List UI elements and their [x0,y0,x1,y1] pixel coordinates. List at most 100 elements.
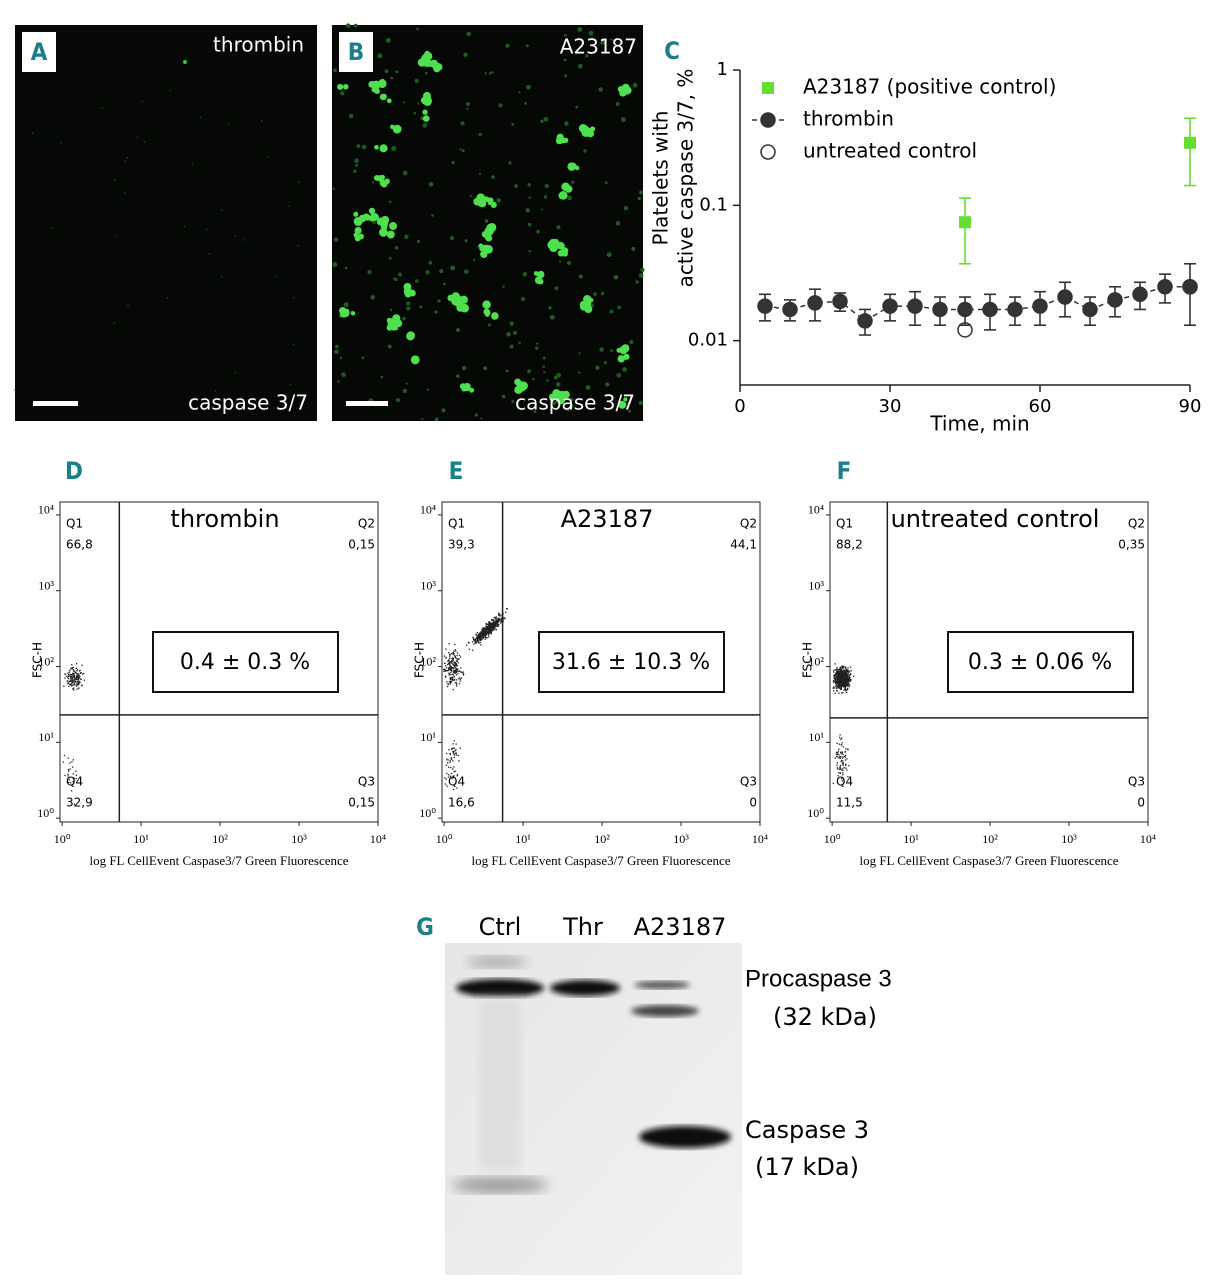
event-dot [445,648,447,650]
speck [60,142,62,144]
speck [543,116,549,122]
speck [370,295,376,300]
event-dot [836,670,838,672]
event-dot [490,630,493,632]
event-dot [840,686,842,689]
event-dot [482,630,484,632]
event-dot [453,670,455,672]
y-tick-label: 10⁰ [37,806,54,820]
event-dot [83,672,85,675]
plot-frame [829,501,1149,823]
event-dot [460,677,463,679]
event-dot [835,755,838,758]
speck [344,266,348,270]
speck [524,102,527,105]
summary-box [152,631,339,693]
event-dot [842,676,844,679]
speck [605,181,608,185]
speck [450,265,456,271]
speck [552,401,557,406]
x-tick-label: 10¹ [903,832,919,846]
speck [558,395,565,403]
event-dot [67,781,70,784]
event-dot [486,625,488,628]
event-dot [500,620,502,622]
event-dot [78,670,81,672]
speck [449,236,455,241]
event-dot [838,672,840,675]
event-dot [72,673,74,675]
event-dot [459,670,461,672]
event-dot [491,624,493,627]
speck [520,297,526,302]
event-dot [458,670,460,672]
event-dot [476,637,478,639]
speck [550,242,555,248]
event-dot [484,636,486,639]
event-dot [487,631,489,633]
event-dot [490,633,493,635]
event-dot [483,631,485,633]
speck [422,123,427,128]
quadrant-name: Q2 [1128,517,1145,531]
event-dot [72,688,74,690]
event-dot [448,672,450,674]
speck [234,371,237,374]
event-dot [451,748,453,750]
speck [289,383,292,386]
event-dot [73,670,75,672]
speck [619,89,627,97]
y-tick-label: 10¹ [808,730,824,744]
event-dot [455,657,457,659]
event-dot [457,673,459,675]
event-dot [65,675,68,677]
quadrant-name: Q4 [66,775,83,789]
marker [882,298,898,314]
summary-text: 31.6 ± 10.3 % [552,650,710,675]
speck [406,332,415,341]
speck [496,198,501,203]
event-dot [450,673,452,676]
event-dot [453,666,456,668]
event-dot [453,754,456,756]
event-dot [444,676,447,678]
event-dot [455,671,458,674]
event-dot [447,660,449,662]
event-dot [472,636,474,639]
event-dot [445,657,447,659]
specks [332,23,645,422]
event-dot [448,663,450,665]
event-dot [491,624,493,626]
event-dot [494,622,496,624]
speck [577,27,583,33]
speck [617,355,626,363]
event-dot [490,631,492,634]
speck [491,312,499,320]
event-dot [850,679,852,681]
specks [14,45,300,392]
event-dot [837,674,840,677]
speck [220,276,223,278]
event-dot [835,668,838,671]
event-dot [485,628,487,630]
event-dot [74,681,77,683]
speck [600,291,605,296]
event-dot [67,675,69,678]
speck [354,158,359,164]
event-dot [446,785,448,787]
event-dot [833,674,836,676]
speck [548,306,552,310]
event-dot [481,628,483,630]
event-dot [491,619,494,622]
event-dot [495,616,497,618]
event-dot [844,756,846,758]
speck [373,88,380,94]
speck [600,40,605,45]
event-dot [499,615,501,617]
event-dot [481,635,483,638]
speck [535,346,539,350]
event-dot [72,674,75,677]
event-dot [834,669,837,671]
speck [114,179,116,181]
event-dot [79,678,81,680]
